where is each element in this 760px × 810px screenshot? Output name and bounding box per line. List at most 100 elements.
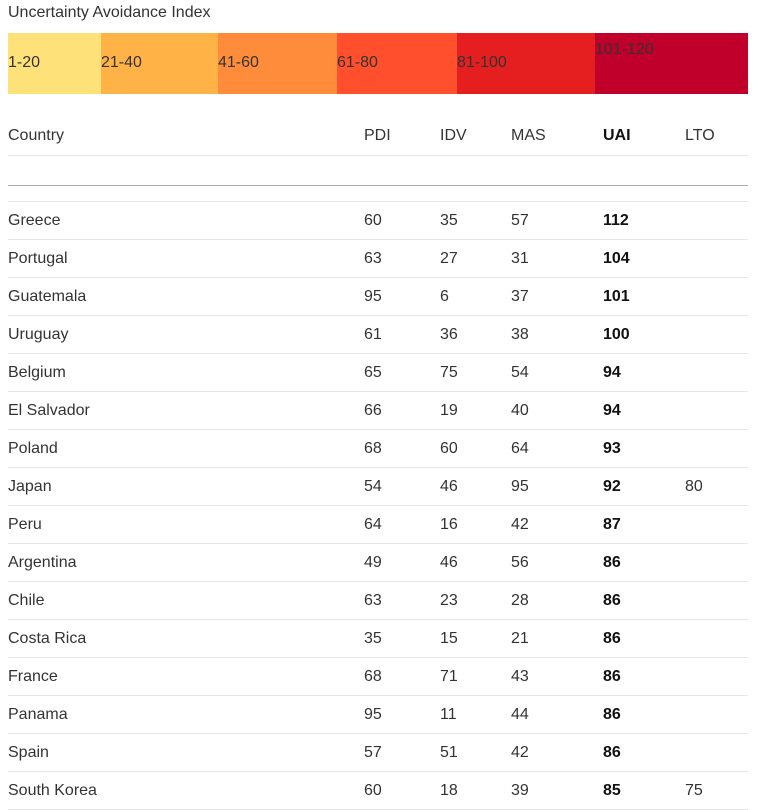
cell-country: France [8, 657, 364, 696]
cell-idv: 75 [440, 353, 511, 392]
cell-uai: 86 [603, 657, 685, 696]
cell-lto [685, 315, 748, 354]
cell-pdi: 65 [364, 353, 440, 392]
legend-bin-label: 81-100 [457, 54, 507, 71]
cell-uai: 87 [603, 505, 685, 544]
cell-mas: 42 [511, 505, 603, 544]
cell-idv: 36 [440, 315, 511, 354]
cell-lto [685, 201, 748, 240]
legend-title: Uncertainty Avoidance Index [8, 4, 211, 21]
cell-idv: 46 [440, 467, 511, 506]
cell-uai: 101 [603, 277, 685, 316]
cell-lto [685, 391, 748, 430]
cell-uai: 92 [603, 467, 685, 506]
cell-mas: 64 [511, 429, 603, 468]
table-row: France 68 71 43 86 [8, 657, 748, 696]
cell-pdi: 68 [364, 429, 440, 468]
cell-pdi: 35 [364, 619, 440, 658]
legend-bin-label: 101-120 [595, 41, 654, 58]
cell-uai: 104 [603, 239, 685, 278]
cell-country: Peru [8, 505, 364, 544]
table-row: Chile 63 23 28 86 [8, 581, 748, 620]
legend-bin-label: 41-60 [218, 54, 259, 71]
cell-idv: 46 [440, 543, 511, 582]
color-legend: 1-20 21-40 41-60 61-80 81-100 101-120 [8, 33, 748, 94]
table-row: Guatemala 95 6 37 101 [8, 277, 748, 316]
cell-lto [685, 695, 748, 734]
cell-country: Panama [8, 695, 364, 734]
cell-idv: 18 [440, 771, 511, 810]
cell-idv: 6 [440, 277, 511, 316]
cell-country: Spain [8, 733, 364, 772]
column-header-mas[interactable]: MAS [511, 117, 603, 156]
table-divider [8, 155, 748, 202]
cell-mas: 39 [511, 771, 603, 810]
legend-bin-label: 61-80 [337, 54, 378, 71]
cell-mas: 43 [511, 657, 603, 696]
legend-bin-label: 1-20 [8, 54, 41, 71]
column-header-uai[interactable]: UAI [603, 117, 685, 156]
column-header-idv[interactable]: IDV [440, 117, 511, 156]
cell-uai: 86 [603, 619, 685, 658]
hofstede-table: Country PDI IDV MAS UAI LTO Greece 60 35 57… [8, 117, 748, 810]
cell-pdi: 63 [364, 239, 440, 278]
cell-lto [685, 239, 748, 278]
cell-mas: 57 [511, 201, 603, 240]
column-header-lto[interactable]: LTO [685, 117, 748, 156]
table-row: Poland 68 60 64 93 [8, 429, 748, 468]
column-header-pdi[interactable]: PDI [364, 117, 440, 156]
cell-lto [685, 277, 748, 316]
table-row: Argentina 49 46 56 86 [8, 543, 748, 582]
column-header-country[interactable]: Country [8, 117, 364, 156]
table-body: Greece 60 35 57 112 Portugal 63 27 31 104 Guatemal… [8, 155, 748, 810]
legend-bin-41-60: 41-60 [218, 33, 337, 94]
cell-pdi: 95 [364, 277, 440, 316]
cell-mas: 95 [511, 467, 603, 506]
cell-country: Chile [8, 581, 364, 620]
cell-idv: 15 [440, 619, 511, 658]
table-row: Costa Rica 35 15 21 86 [8, 619, 748, 658]
cell-pdi: 54 [364, 467, 440, 506]
cell-pdi: 66 [364, 391, 440, 430]
table-row: Japan 54 46 95 92 80 [8, 467, 748, 506]
table-row: Spain 57 51 42 86 [8, 733, 748, 772]
cell-lto [685, 505, 748, 544]
cell-idv: 35 [440, 201, 511, 240]
cell-country: Portugal [8, 239, 364, 278]
cell-uai: 93 [603, 429, 685, 468]
cell-mas: 54 [511, 353, 603, 392]
cell-lto [685, 353, 748, 392]
table-row: South Korea 60 18 39 85 75 [8, 771, 748, 810]
legend-bin-label: 21-40 [101, 54, 142, 71]
cell-uai: 86 [603, 733, 685, 772]
cell-lto [685, 619, 748, 658]
cell-mas: 37 [511, 277, 603, 316]
cell-country: El Salvador [8, 391, 364, 430]
cell-idv: 51 [440, 733, 511, 772]
legend-bin-21-40: 21-40 [101, 33, 218, 94]
cell-lto [685, 581, 748, 620]
cell-uai: 86 [603, 581, 685, 620]
cell-idv: 19 [440, 391, 511, 430]
cell-mas: 38 [511, 315, 603, 354]
table-row: Uruguay 61 36 38 100 [8, 315, 748, 354]
cell-country: Costa Rica [8, 619, 364, 658]
cell-pdi: 49 [364, 543, 440, 582]
cell-idv: 16 [440, 505, 511, 544]
cell-country: Guatemala [8, 277, 364, 316]
cell-uai: 86 [603, 695, 685, 734]
cell-mas: 28 [511, 581, 603, 620]
legend-bin-81-100: 81-100 [457, 33, 595, 94]
cell-uai: 100 [603, 315, 685, 354]
cell-uai: 112 [603, 201, 685, 240]
cell-lto: 75 [685, 771, 748, 810]
table-row: Peru 64 16 42 87 [8, 505, 748, 544]
cell-idv: 60 [440, 429, 511, 468]
cell-lto [685, 429, 748, 468]
cell-pdi: 57 [364, 733, 440, 772]
cell-country: Belgium [8, 353, 364, 392]
cell-uai: 94 [603, 353, 685, 392]
table-row: Portugal 63 27 31 104 [8, 239, 748, 278]
cell-country: South Korea [8, 771, 364, 810]
cell-country: Poland [8, 429, 364, 468]
